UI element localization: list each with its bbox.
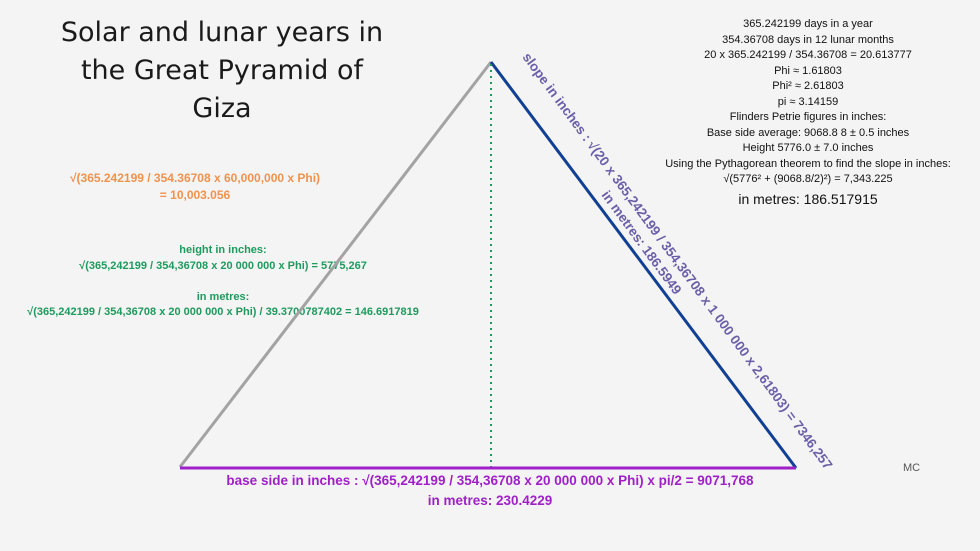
phi-volume-formula: √(365.242199 / 354.36708 x 60,000,000 x … (40, 170, 350, 204)
base-label: base side in inches : √(365,242199 / 354… (226, 473, 754, 488)
height-metres-equation: √(365,242199 / 354,36708 x 20 000 000 x … (27, 306, 419, 318)
info-panel: 365.242199 days in a year 354.36708 days… (648, 17, 968, 210)
info-line: 365.242199 days in a year (743, 18, 873, 30)
info-line: Phi² ≈ 2.61803 (772, 80, 844, 92)
base-metres-label: in metres: 230.4229 (427, 493, 553, 508)
orange-formula-line-2: = 10,003.056 (159, 188, 231, 202)
info-line: 354.36708 days in 12 lunar months (722, 33, 894, 46)
info-line: Flinders Petrie figures in inches: (729, 111, 887, 123)
info-line: 20 x 365.242199 / 354.36708 = 20.613777 (704, 49, 912, 61)
info-line: pi ≈ 3.14159 (777, 95, 839, 108)
info-slope-metres: in metres: 186.517915 (738, 190, 878, 207)
slope-label: slope in inches : √(20 x 365,242199 / 35… (520, 50, 836, 472)
base-formula-block: base side in inches : √(365,242199 / 354… (170, 471, 810, 511)
info-line: Using the Pythagorean theorem to find th… (665, 157, 951, 170)
pyramid-right-edge (489, 61, 798, 469)
title-line-2: the Great Pyramid of (80, 55, 364, 86)
title-line-1: Solar and lunar years in (60, 17, 384, 48)
height-formula-block: height in inches: √(365,242199 / 354,367… (0, 243, 446, 321)
page-title: Solar and lunar years in the Great Pyram… (52, 14, 392, 128)
title-line-3: Giza (192, 93, 252, 124)
info-line: Height 5776.0 ± 7.0 inches (742, 142, 874, 154)
info-line: Phi ≈ 1.61803 (774, 64, 842, 77)
orange-formula-line-1: √(365.242199 / 354.36708 x 60,000,000 x … (69, 171, 321, 185)
info-line: Base side average: 9068.8 8 ± 0.5 inches (706, 126, 910, 139)
pyramid-left-edge (178, 61, 493, 468)
height-equation: √(365,242199 / 354,36708 x 20 000 000 x … (79, 259, 367, 272)
author-signature: MC (903, 462, 921, 474)
height-metres-label: in metres: (196, 290, 250, 303)
height-label: height in inches: (179, 244, 267, 256)
info-line: √(5776² + (9068.8/2)²) = 7,343.225 (723, 173, 893, 185)
